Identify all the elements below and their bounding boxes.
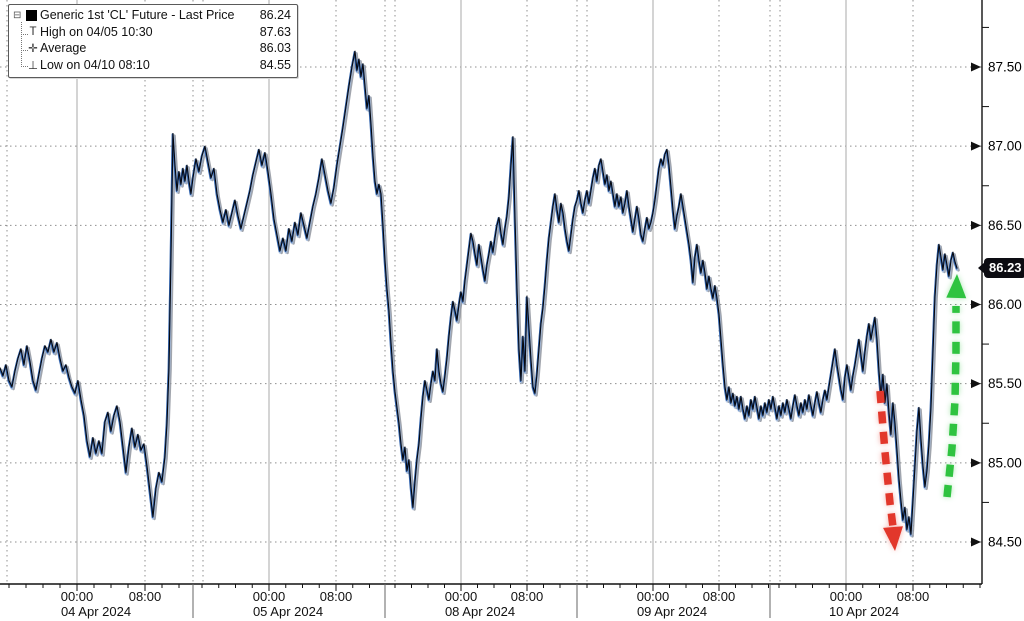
low-marker-icon: ⊥	[27, 59, 39, 72]
time-label: 00:00	[445, 589, 478, 604]
legend-tree-branch	[21, 50, 28, 51]
legend-tree-branch	[21, 34, 28, 35]
time-label: 08:00	[703, 589, 736, 604]
legend-value: 87.63	[259, 24, 291, 39]
legend-value: 84.55	[259, 57, 291, 72]
time-label: 08:00	[320, 589, 353, 604]
legend-row-last-price: ⊟ Generic 1st 'CL' Future - Last Price 8…	[13, 7, 291, 24]
legend-tree-line	[21, 22, 22, 65]
legend-row-low: ⊥ Low on 04/10 08:10 84.55	[13, 57, 291, 74]
y-tick-arrow-icon	[971, 458, 981, 468]
high-marker-icon: T	[29, 25, 37, 38]
arrow-head-icon	[946, 274, 967, 299]
legend-label: Generic 1st 'CL' Future - Last Price	[40, 8, 235, 23]
legend-label: Average	[40, 41, 87, 56]
legend-tree-branch	[21, 66, 28, 67]
y-tick-arrow-icon	[971, 220, 981, 230]
last-price-tag: 86.23	[978, 258, 1024, 279]
price-line-highlight	[0, 51, 959, 538]
average-marker-icon: ✛	[28, 43, 38, 56]
y-tick-arrow-icon	[971, 299, 981, 309]
y-tick-arrow-icon	[971, 141, 981, 151]
legend: ⊟ Generic 1st 'CL' Future - Last Price 8…	[8, 4, 298, 78]
time-label: 00:00	[830, 589, 863, 604]
collapse-icon[interactable]: ⊟	[13, 9, 22, 21]
time-label: 00:00	[253, 589, 286, 604]
date-label: 04 Apr 2024	[61, 604, 131, 619]
date-label: 08 Apr 2024	[445, 604, 515, 619]
series-swatch-icon	[26, 9, 37, 21]
y-axis-label: 87.00	[988, 139, 1022, 154]
price-line-blue	[0, 50, 958, 536]
legend-value: 86.24	[259, 8, 291, 23]
arrow-head-icon	[883, 526, 903, 551]
time-label: 08:00	[897, 589, 930, 604]
y-axis-label: 85.50	[988, 376, 1022, 391]
up-arrow-annotation	[943, 274, 967, 498]
legend-value: 86.03	[259, 41, 291, 56]
legend-row-high: T High on 04/05 10:30 87.63	[13, 24, 291, 41]
y-tick-arrow-icon	[971, 62, 981, 72]
arrow-shaft	[876, 390, 897, 528]
y-axis-label: 84.50	[988, 534, 1022, 549]
y-axis-label: 87.50	[988, 60, 1022, 75]
y-axis-label: 86.50	[988, 218, 1022, 233]
date-label: 09 Apr 2024	[637, 604, 707, 619]
time-label: 00:00	[61, 589, 94, 604]
time-label: 08:00	[511, 589, 544, 604]
time-label: 00:00	[637, 589, 670, 604]
y-axis-label: 85.00	[988, 455, 1022, 470]
date-label: 05 Apr 2024	[253, 604, 323, 619]
legend-label: Low on 04/10 08:10	[40, 57, 150, 72]
y-tick-arrow-icon	[971, 379, 981, 389]
arrow-shaft	[943, 306, 960, 498]
time-label: 08:00	[129, 589, 162, 604]
y-tick-arrow-icon	[971, 537, 981, 547]
y-axis-label: 86.00	[988, 297, 1022, 312]
legend-label: High on 04/05 10:30	[40, 24, 153, 39]
down-arrow-annotation	[876, 390, 903, 551]
date-label: 10 Apr 2024	[829, 604, 899, 619]
price-line	[0, 50, 958, 535]
legend-row-average: ✛ Average 86.03	[13, 40, 291, 57]
